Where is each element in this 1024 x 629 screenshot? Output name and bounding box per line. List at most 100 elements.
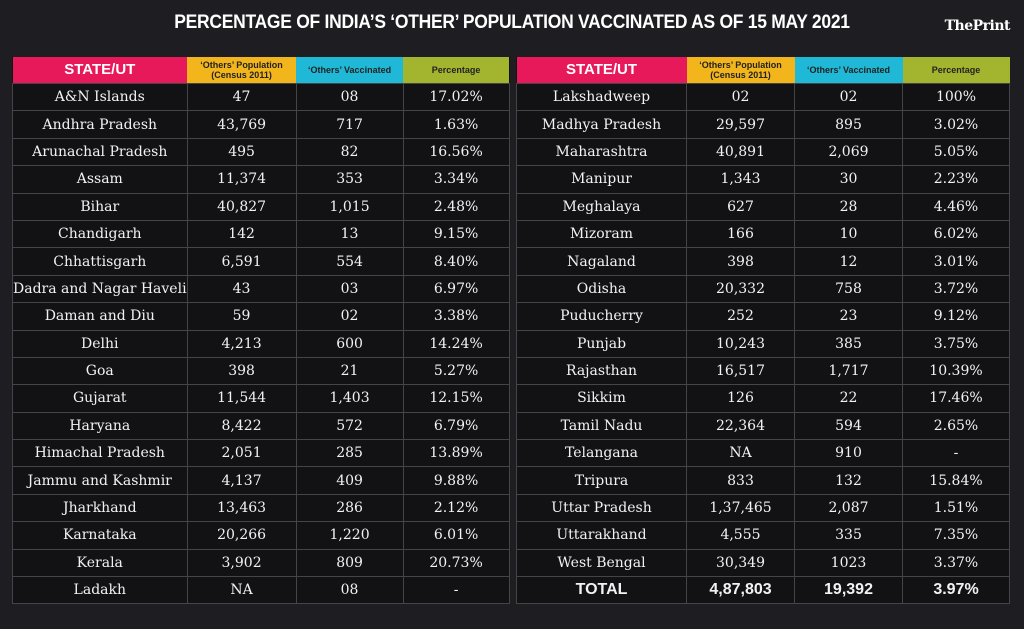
header-vaccinated: ‘Others’ Vaccinated — [794, 57, 903, 84]
cell-state: Jammu and Kashmir — [12, 466, 188, 495]
cell-population: NA — [686, 439, 795, 468]
cell-state: Bihar — [12, 192, 188, 221]
cell-state: West Bengal — [516, 548, 687, 578]
cell-vaccinated: 717 — [295, 110, 404, 139]
cell-state: Jharkhand — [12, 493, 188, 523]
cell-percentage: 12.15% — [402, 384, 510, 413]
table-row: Sikkim 126 22 17.46% — [516, 384, 1010, 413]
cell-state: Uttarakhand — [516, 521, 687, 550]
cell-population: 126 — [686, 384, 795, 413]
cell-state: Gujarat — [12, 384, 188, 413]
cell-vaccinated: 13 — [295, 219, 404, 249]
cell-percentage: 8.40% — [402, 247, 510, 276]
cell-state: Sikkim — [516, 384, 687, 413]
header-percentage: Percentage — [403, 57, 510, 84]
header-vaccinated: ‘Others’ Vaccinated — [296, 57, 404, 84]
cell-population: 30,349 — [686, 548, 795, 578]
cell-state: Goa — [12, 356, 188, 386]
cell-state: Chhattisgarh — [12, 247, 188, 276]
cell-state: Puducherry — [516, 302, 687, 331]
cell-state: Haryana — [12, 411, 188, 441]
table-row: Delhi 4,213 600 14.24% — [12, 329, 510, 358]
cell-population: 495 — [186, 137, 297, 167]
cell-state: Maharashtra — [516, 137, 687, 167]
cell-vaccinated: 30 — [794, 165, 903, 194]
right-table: STATE/UT ‘Others’ Population (Census 201… — [516, 57, 1010, 605]
total-percentage: 3.97% — [902, 576, 1010, 605]
cell-percentage: - — [902, 439, 1010, 468]
theprint-logo: ThePrint — [944, 18, 1011, 34]
cell-percentage: 5.27% — [402, 356, 510, 386]
table-row: Maharashtra 40,891 2,069 5.05% — [516, 137, 1010, 167]
cell-vaccinated: 132 — [794, 466, 903, 495]
cell-vaccinated: 335 — [794, 521, 903, 550]
cell-percentage: 6.01% — [402, 521, 510, 550]
cell-population: 59 — [186, 302, 297, 331]
cell-state: Andhra Pradesh — [12, 110, 188, 139]
table-row: Lakshadweep 02 02 100% — [516, 82, 1010, 112]
cell-percentage: 17.02% — [402, 82, 510, 112]
total-vaccinated: 19,392 — [794, 576, 903, 605]
table-row: Puducherry 252 23 9.12% — [516, 302, 1010, 331]
cell-percentage: 100% — [902, 82, 1010, 112]
cell-population: 29,597 — [686, 110, 795, 139]
table-row: Punjab 10,243 385 3.75% — [516, 329, 1010, 358]
cell-state: Tamil Nadu — [516, 411, 687, 441]
header-state: STATE/UT — [516, 57, 687, 84]
total-row: TOTAL 4,87,803 19,392 3.97% — [516, 576, 1010, 605]
table-row: Goa 398 21 5.27% — [12, 356, 510, 386]
cell-state: Arunachal Pradesh — [12, 137, 188, 167]
table-row: Nagaland 398 12 3.01% — [516, 247, 1010, 276]
cell-state: Uttar Pradesh — [516, 493, 687, 523]
table-row: Madhya Pradesh 29,597 895 3.02% — [516, 110, 1010, 139]
cell-population: 4,137 — [186, 466, 297, 495]
cell-percentage: 6.79% — [402, 411, 510, 441]
cell-population: 43,769 — [186, 110, 297, 139]
cell-vaccinated: 2,069 — [794, 137, 903, 167]
cell-vaccinated: 02 — [295, 302, 404, 331]
cell-percentage: 3.34% — [402, 165, 510, 194]
table-row: Karnataka 20,266 1,220 6.01% — [12, 521, 510, 550]
cell-population: 8,422 — [186, 411, 297, 441]
cell-state: Assam — [12, 165, 188, 194]
cell-state: A&N Islands — [12, 82, 188, 112]
cell-population: 40,891 — [686, 137, 795, 167]
cell-vaccinated: 1,403 — [295, 384, 404, 413]
cell-state: Rajasthan — [516, 356, 687, 386]
cell-population: 43 — [186, 274, 297, 304]
table-row: Manipur 1,343 30 2.23% — [516, 165, 1010, 194]
cell-percentage: 9.12% — [902, 302, 1010, 331]
table-row: Jharkhand 13,463 286 2.12% — [12, 493, 510, 523]
cell-population: 142 — [186, 219, 297, 249]
table-row: Uttarakhand 4,555 335 7.35% — [516, 521, 1010, 550]
table-row: Tripura 833 132 15.84% — [516, 466, 1010, 495]
table-row: Uttar Pradesh 1,37,465 2,087 1.51% — [516, 493, 1010, 523]
cell-state: Chandigarh — [12, 219, 188, 249]
cell-vaccinated: 286 — [295, 493, 404, 523]
cell-population: 627 — [686, 192, 795, 221]
cell-percentage: 2.48% — [402, 192, 510, 221]
cell-state: Lakshadweep — [516, 82, 687, 112]
cell-state: Daman and Diu — [12, 302, 188, 331]
cell-vaccinated: 08 — [295, 82, 404, 112]
cell-percentage: 3.75% — [902, 329, 1010, 358]
cell-state: Odisha — [516, 274, 687, 304]
cell-population: 4,213 — [186, 329, 297, 358]
table-row: Dadra and Nagar Haveli 43 03 6.97% — [12, 274, 510, 304]
cell-population: 11,544 — [186, 384, 297, 413]
cell-population: 1,37,465 — [686, 493, 795, 523]
cell-percentage: 13.89% — [402, 439, 510, 468]
cell-vaccinated: 572 — [295, 411, 404, 441]
cell-state: Dadra and Nagar Haveli — [12, 274, 188, 304]
cell-percentage: 1.63% — [402, 110, 510, 139]
cell-vaccinated: 23 — [794, 302, 903, 331]
cell-state: Madhya Pradesh — [516, 110, 687, 139]
table-row: Mizoram 166 10 6.02% — [516, 219, 1010, 249]
cell-state: Himachal Pradesh — [12, 439, 188, 468]
cell-state: Ladakh — [12, 576, 188, 605]
page-title: PERCENTAGE OF INDIA’S ‘OTHER’ POPULATION… — [174, 12, 850, 33]
cell-percentage: 7.35% — [902, 521, 1010, 550]
cell-vaccinated: 409 — [295, 466, 404, 495]
table-row: West Bengal 30,349 1023 3.37% — [516, 548, 1010, 578]
header-population: ‘Others’ Population (Census 2011) — [187, 57, 297, 84]
